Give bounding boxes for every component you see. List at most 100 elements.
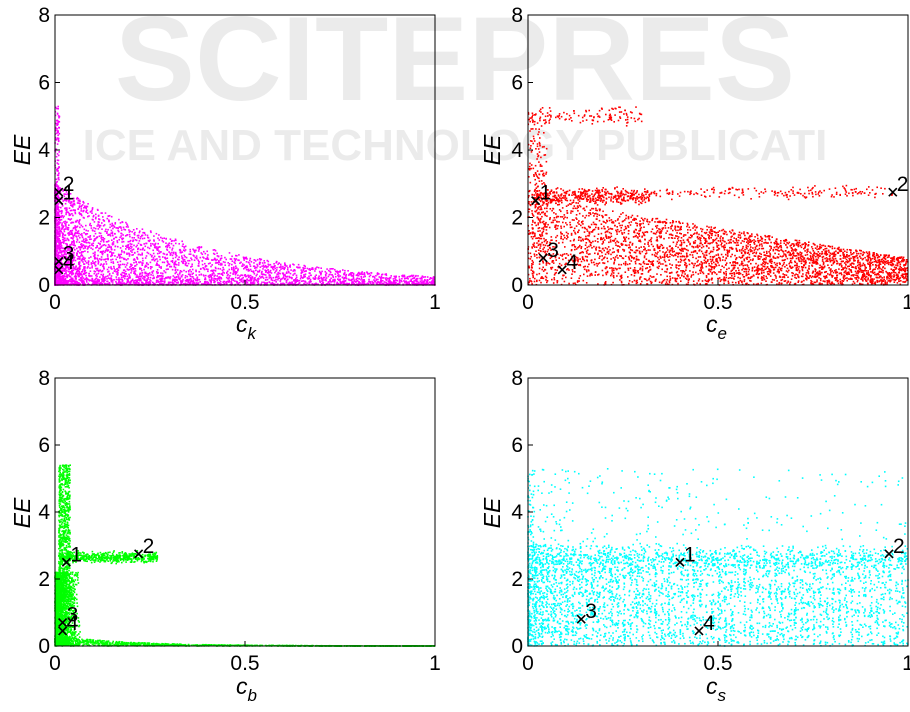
data-point xyxy=(535,187,538,189)
data-point xyxy=(262,262,264,264)
data-point xyxy=(352,274,354,277)
data-point xyxy=(155,232,158,235)
data-point xyxy=(96,258,99,260)
data-point xyxy=(93,227,95,229)
data-point xyxy=(113,270,116,272)
data-point xyxy=(85,271,88,274)
data-point xyxy=(111,279,114,282)
data-point xyxy=(112,261,114,263)
data-point xyxy=(60,218,63,221)
data-point xyxy=(66,221,68,223)
data-point xyxy=(601,255,603,257)
data-point xyxy=(80,205,83,207)
data-point xyxy=(71,250,74,253)
data-point xyxy=(303,264,305,267)
data-point xyxy=(169,277,171,280)
data-point xyxy=(63,230,66,233)
data-point xyxy=(350,279,353,282)
data-point xyxy=(195,270,197,273)
data-point xyxy=(153,244,156,246)
data-point xyxy=(282,273,285,276)
data-point xyxy=(122,275,125,277)
data-point xyxy=(55,213,58,215)
data-point xyxy=(237,274,239,277)
data-point xyxy=(55,230,57,232)
data-point xyxy=(136,279,139,281)
data-point xyxy=(684,234,687,236)
data-point xyxy=(56,239,58,241)
data-point xyxy=(280,266,282,269)
data-point xyxy=(624,225,627,228)
data-point xyxy=(647,241,649,244)
data-point xyxy=(182,258,184,261)
data-point xyxy=(728,251,730,253)
data-point xyxy=(92,262,94,265)
data-point xyxy=(178,243,180,245)
data-point xyxy=(199,281,201,283)
data-point xyxy=(267,269,269,271)
data-point xyxy=(106,217,109,220)
data-point xyxy=(132,229,135,231)
data-point xyxy=(111,242,114,244)
data-point xyxy=(577,239,580,241)
data-point xyxy=(135,245,137,248)
data-point xyxy=(394,282,397,285)
data-point xyxy=(157,242,159,245)
data-point xyxy=(147,263,149,266)
data-point xyxy=(62,267,64,269)
data-point xyxy=(352,283,355,285)
data-point xyxy=(78,275,80,278)
data-point xyxy=(364,275,366,278)
data-point xyxy=(234,276,237,279)
data-point xyxy=(355,278,357,281)
data-point xyxy=(191,273,193,275)
data-point xyxy=(87,282,90,285)
data-point xyxy=(189,275,192,277)
data-point xyxy=(138,278,141,280)
data-point xyxy=(216,279,218,282)
data-point xyxy=(62,232,64,235)
y-tick-label: 6 xyxy=(38,72,50,95)
data-point xyxy=(153,235,155,237)
data-point xyxy=(134,272,137,275)
data-point xyxy=(232,279,235,282)
data-point xyxy=(405,277,407,280)
data-point xyxy=(65,224,67,227)
data-point xyxy=(740,232,743,235)
data-point xyxy=(108,266,110,269)
data-point xyxy=(361,280,363,283)
data-point xyxy=(286,265,288,267)
data-point xyxy=(278,266,281,269)
marker-label: 2 xyxy=(63,173,75,196)
data-point xyxy=(90,275,93,277)
data-point xyxy=(180,282,183,284)
data-point xyxy=(266,259,269,262)
data-point xyxy=(295,279,297,282)
data-point xyxy=(737,244,740,246)
data-point xyxy=(581,116,584,119)
data-point xyxy=(96,275,98,278)
data-point xyxy=(416,280,419,283)
data-point xyxy=(306,282,308,285)
data-point xyxy=(136,250,139,253)
data-point xyxy=(85,274,87,277)
data-point xyxy=(337,271,339,273)
data-point xyxy=(130,268,132,270)
data-point xyxy=(404,281,406,284)
data-point xyxy=(58,244,60,247)
data-point xyxy=(292,270,294,272)
data-point xyxy=(222,271,224,273)
data-point xyxy=(97,282,99,284)
data-point xyxy=(64,279,66,281)
data-point xyxy=(158,266,161,268)
data-point xyxy=(64,193,67,195)
data-point xyxy=(121,238,124,241)
data-point xyxy=(72,221,75,224)
data-point xyxy=(102,237,104,239)
data-point xyxy=(312,277,315,279)
data-point xyxy=(419,280,422,282)
data-point xyxy=(107,277,110,279)
data-point xyxy=(166,257,169,259)
data-point xyxy=(94,217,97,220)
data-point xyxy=(222,266,224,269)
